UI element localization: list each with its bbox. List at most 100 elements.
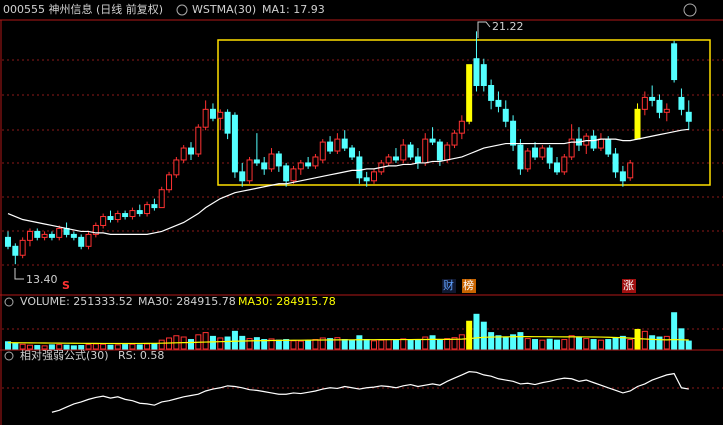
marker[interactable]: S [62,279,70,292]
volume-bar [656,336,663,350]
volume-bar [151,343,158,350]
candle-body [334,138,341,152]
candle-body [422,138,429,164]
volume-bar [217,337,224,350]
candle-body [195,126,202,155]
volume-bar [385,339,392,350]
volume-bar [85,344,92,350]
volume-bar [488,332,495,350]
volume-bar [532,339,539,350]
candle-body [678,96,685,110]
volume-bar [305,339,312,350]
candle-body [217,111,224,119]
volume-bar [480,321,487,350]
volume-bar [312,339,319,350]
indicator-toggle[interactable] [176,4,188,16]
candle-body [136,210,143,215]
candle-body [41,233,48,238]
candle-body [319,141,326,161]
candle-body [400,144,407,161]
candle-body [312,156,319,167]
candle-body [407,144,414,158]
volume-bar [436,339,443,350]
volume-bar [378,339,385,350]
candle-body [100,216,107,226]
candle-body [488,85,495,101]
candle-body [173,159,180,176]
volume-bar [26,344,33,350]
volume-bar [114,344,121,350]
volume-bar [129,343,136,350]
volume-bar [466,320,473,350]
volume-bar [561,339,568,350]
pane-toggle[interactable] [4,297,14,307]
vol-ma-value: 284915.78 [276,295,336,308]
candle-body [341,138,348,149]
candle-body [327,141,334,152]
candle-body [510,120,517,146]
volume-bar [100,343,107,350]
volume-bar [290,340,297,350]
candle-body [114,213,121,221]
candle-body [239,171,246,182]
marker[interactable]: 涨 [623,279,634,292]
chart-title: 000555 神州信息 (日线 前复权) [3,2,163,16]
volume-bar [319,337,326,350]
candle-body [202,108,209,128]
volume-bar [283,339,290,350]
volume-bar [5,341,11,350]
volume-bar [510,334,517,350]
marker-bg [462,279,476,293]
candle-body [414,156,421,164]
ma-legend: MA1: 17.93 [262,3,325,16]
candle-body [627,162,634,179]
candle-body [451,132,458,146]
volume-bar [663,335,670,350]
volume-bar [495,335,502,350]
candle-body [429,138,436,143]
volume-bar [371,340,377,350]
candle-body [34,230,41,238]
candle-body [546,147,553,164]
volume-bar [678,328,685,350]
volume-bar [334,337,341,350]
volume-bar [297,340,304,350]
volume-bar [341,339,348,350]
volume-bar [685,340,692,350]
vol-ma-legend: MA30: 284915.78 [238,295,336,308]
vol-ma-label: MA30: [238,295,273,308]
rs-value: 0.58 [140,349,165,362]
volume-bar [12,342,19,350]
rs-value-legend: RS: 0.58 [118,349,164,362]
volume-bar [612,337,619,350]
marker-bg [442,279,456,293]
candle-body [290,168,297,182]
vol-ma-label: MA30: [138,295,173,308]
marker[interactable]: 榜 [463,278,474,292]
candle-body [19,239,26,256]
volume-bar [407,339,414,350]
candle-body [385,156,392,164]
volume-bar [473,313,480,350]
volume-bar [261,339,268,350]
candle-body [363,177,370,182]
candle-body [473,58,480,87]
candle-body [480,64,487,87]
marker[interactable]: 财 [443,278,454,292]
candle-body [568,138,575,158]
volume-bar [429,335,436,350]
volume-bar [451,337,458,350]
vol-ma-value: 284915.78 [176,295,236,308]
volume-bar [92,343,99,350]
collapse-button[interactable] [683,3,697,17]
candle-body [85,233,92,247]
volume-bar [597,339,604,350]
candle-body [188,147,194,155]
volume-legend: VOLUME: 251333.52 [20,295,133,308]
candle-body [532,147,539,158]
vol-ma-line [7,336,689,345]
pane-toggle[interactable] [4,351,14,361]
volume-bar [56,344,63,350]
candle-body [612,153,619,173]
volume-bar [502,336,509,350]
